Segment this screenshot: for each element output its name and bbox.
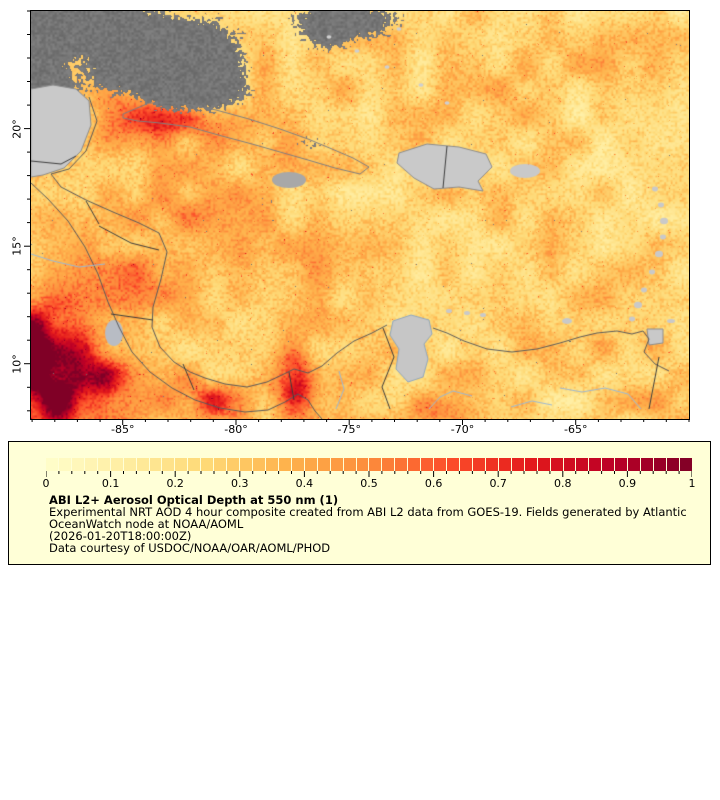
colorbar-tick-label: 0	[42, 477, 50, 490]
colorbar-cell	[97, 458, 110, 471]
colorbar-cell	[615, 458, 628, 471]
legend-courtesy: Data courtesy of USDOC/NOAA/OAR/AOML/PHO…	[49, 541, 331, 555]
y-tick-label: 15°	[10, 236, 24, 256]
colorbar-cell	[46, 458, 58, 471]
legend-panel: 0 0.1 0.2 0.3 0.4 0.5 0.6 0.7 0.8 0.9 1 ABI L2+ Ae…	[8, 441, 711, 565]
colorbar-cell	[227, 458, 240, 471]
colorbar-cell	[563, 458, 576, 471]
colorbar-tick-label: 1	[688, 477, 696, 490]
x-tick-label: -85°	[111, 423, 135, 436]
colorbar-cell	[602, 458, 615, 471]
aod-map-canvas	[30, 10, 690, 420]
legend-text-block: ABI L2+ Aerosol Optical Depth at 550 nm …	[49, 494, 687, 554]
colorbar-tick-label: 0.1	[101, 477, 120, 490]
colorbar-cell	[498, 458, 511, 471]
colorbar-tick-label: 0.8	[554, 477, 572, 490]
colorbar-cell	[123, 458, 136, 471]
legend-timestamp: (2026-01-20T18:00:00Z)	[49, 529, 192, 543]
colorbar-cell	[654, 458, 666, 471]
colorbar-cell	[317, 458, 330, 471]
legend-description-line2: OceanWatch node at NOAA/AOML	[49, 517, 244, 531]
colorbar-cell	[395, 458, 408, 471]
colorbar-cell	[278, 458, 291, 471]
colorbar-cell	[667, 458, 679, 471]
x-tick-label: -75°	[337, 423, 361, 436]
colorbar-tick-label: 0.5	[360, 477, 378, 490]
colorbar-cell	[265, 458, 278, 471]
colorbar-cell	[421, 458, 434, 471]
x-tick-label: -80°	[224, 423, 248, 436]
colorbar-cell	[628, 458, 641, 471]
colorbar	[46, 458, 692, 471]
colorbar-cell	[149, 458, 162, 471]
colorbar-tick-label: 0.3	[231, 477, 249, 490]
colorbar-cell	[679, 458, 692, 471]
colorbar-cell	[240, 458, 252, 471]
colorbar-cell	[589, 458, 602, 471]
colorbar-cell	[356, 458, 369, 471]
colorbar-cell	[408, 458, 421, 471]
colorbar-tick-label: 0.9	[618, 477, 637, 490]
colorbar-cell	[84, 458, 97, 471]
colorbar-cell	[201, 458, 214, 471]
colorbar-cell	[460, 458, 472, 471]
colorbar-cell	[524, 458, 537, 471]
colorbar-cell	[110, 458, 123, 471]
colorbar-cell	[291, 458, 304, 471]
legend-title: ABI L2+ Aerosol Optical Depth at 550 nm …	[49, 493, 339, 507]
colorbar-labels: 0 0.1 0.2 0.3 0.4 0.5 0.6 0.7 0.8 0.9 1	[42, 477, 696, 490]
colorbar-cell	[511, 458, 524, 471]
y-tick-label: 10°	[10, 353, 24, 374]
colorbar-cell	[304, 458, 317, 471]
colorbar-tick-label: 0.2	[166, 477, 184, 490]
colorbar-cell	[447, 458, 459, 471]
colorbar-cell	[576, 458, 589, 471]
colorbar-cell	[71, 458, 84, 471]
colorbar-cell	[369, 458, 382, 471]
colorbar-cell	[214, 458, 227, 471]
colorbar-cell	[188, 458, 201, 471]
colorbar-tick-label: 0.6	[424, 477, 443, 490]
colorbar-cell	[162, 458, 175, 471]
colorbar-ticks	[46, 471, 692, 477]
x-tick-label: -70°	[450, 423, 475, 436]
colorbar-cell	[641, 458, 654, 471]
y-tick-label: 20°	[10, 118, 24, 139]
colorbar-tick-label: 0.4	[295, 477, 314, 490]
colorbar-cell	[136, 458, 149, 471]
colorbar-cell	[253, 458, 265, 471]
colorbar-cell	[472, 458, 485, 471]
x-tick-label: -65°	[564, 423, 588, 436]
colorbar-cell	[58, 458, 71, 471]
colorbar-cell	[485, 458, 498, 471]
colorbar-cell	[175, 458, 188, 471]
colorbar-cell	[343, 458, 356, 471]
colorbar-cell	[330, 458, 343, 471]
legend-description-line1: Experimental NRT AOD 4 hour composite cr…	[49, 505, 687, 519]
colorbar-cell	[550, 458, 563, 471]
colorbar-cell	[537, 458, 550, 471]
colorbar-cell	[382, 458, 395, 471]
colorbar-tick-label: 0.7	[489, 477, 507, 490]
colorbar-cell	[434, 458, 447, 471]
